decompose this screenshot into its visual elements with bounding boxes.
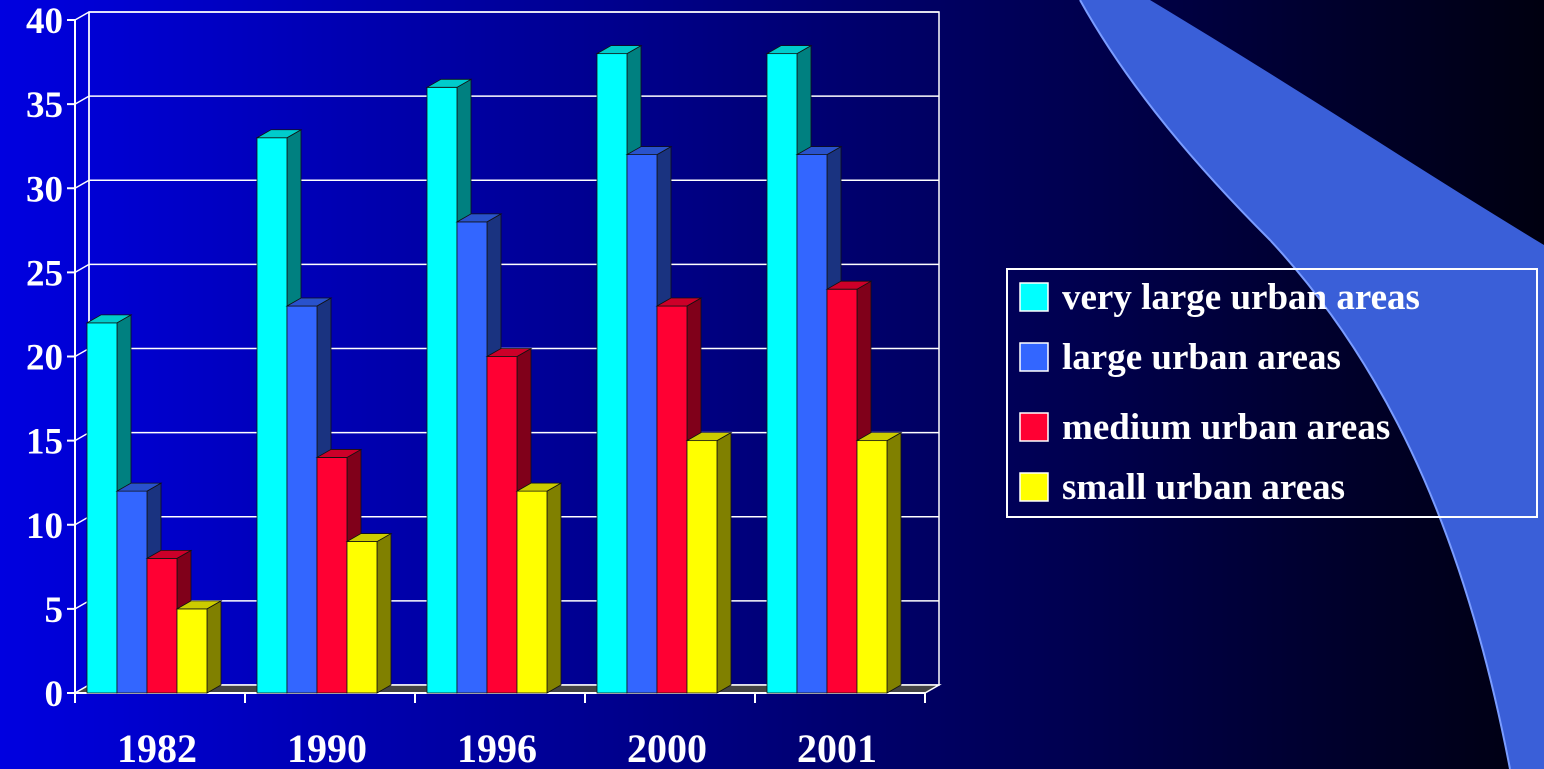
bar-front-face	[286, 305, 318, 694]
bar-front-face	[426, 86, 458, 694]
side-wall-gridline	[74, 263, 90, 274]
decorative-swoosh	[1080, 0, 1544, 769]
legend-label-small: small urban areas	[1062, 467, 1345, 508]
bar-side-face	[206, 600, 222, 694]
bar-front-face	[796, 154, 828, 694]
bar-front-face	[596, 53, 628, 694]
bar-groups	[85, 44, 903, 694]
bar-front-face	[146, 558, 178, 694]
bar-front-face	[86, 322, 118, 694]
y-tick-label: 40	[26, 1, 63, 42]
legend-swatch-small	[1019, 472, 1049, 502]
y-tick-label: 15	[26, 422, 63, 463]
bar-top-face	[175, 600, 223, 610]
bar-group-1996	[425, 78, 563, 694]
bar-top-face	[795, 146, 843, 156]
y-tick-label: 25	[26, 253, 63, 294]
x-category-label: 2000	[627, 726, 707, 769]
bar-top-face	[655, 297, 703, 307]
bar-front-face	[826, 288, 858, 694]
bar-side-face	[716, 431, 732, 694]
bar-front-face	[626, 154, 658, 694]
bar-top-face	[255, 129, 303, 139]
bar-top-face	[345, 533, 393, 542]
bar-front-face	[686, 440, 718, 694]
bar-front-face	[456, 221, 488, 694]
legend-swatch-medium	[1019, 412, 1049, 442]
y-tick-label: 35	[26, 85, 63, 126]
bar-top-face	[625, 146, 673, 156]
bar-front-face	[316, 457, 348, 694]
y-tick-label: 0	[45, 674, 64, 715]
legend-swatch-large	[1019, 342, 1049, 372]
bar-top-face	[685, 432, 733, 442]
bar-group-2000	[595, 44, 733, 694]
bar-top-face	[765, 45, 813, 55]
bar-front-face	[766, 53, 798, 694]
side-wall-gridline	[74, 11, 90, 21]
bar-top-face	[855, 432, 903, 442]
bar-small-urban-areas-2001	[855, 431, 903, 694]
x-category-label: 1982	[117, 726, 197, 769]
bar-top-face	[115, 482, 163, 492]
bar-top-face	[85, 314, 133, 324]
bar-front-face	[116, 490, 148, 694]
bar-group-1990	[255, 129, 393, 694]
bar-small-urban-areas-1982	[175, 600, 223, 694]
bar-small-urban-areas-1990	[345, 532, 393, 694]
bar-front-face	[516, 490, 548, 694]
x-category-label: 1996	[457, 726, 537, 769]
legend-swatch-very-large	[1019, 282, 1049, 312]
y-tick-label: 5	[45, 590, 64, 631]
y-tick-label: 10	[26, 506, 63, 547]
bar-front-face	[856, 440, 888, 694]
legend-box	[1006, 268, 1538, 518]
bar-front-face	[486, 356, 518, 694]
bar-front-face	[346, 541, 378, 694]
bar-small-urban-areas-1996	[515, 482, 563, 694]
bar-top-face	[425, 78, 473, 88]
bar-top-face	[485, 348, 533, 357]
legend-label-large: large urban areas	[1062, 337, 1341, 378]
legend-label-very-large: very large urban areas	[1062, 277, 1420, 318]
y-tick-label: 20	[26, 338, 63, 379]
bar-side-face	[376, 532, 392, 694]
bar-group-2001	[765, 44, 903, 694]
legend-label-medium: medium urban areas	[1062, 407, 1390, 448]
legend: very large urban areas large urban areas…	[1006, 268, 1538, 518]
decorative-swoosh-edge	[1079, 0, 1511, 769]
bar-small-urban-areas-2000	[685, 431, 733, 694]
x-axis-category-labels: 1982 1990 1996 2000 2001	[117, 726, 877, 769]
bar-top-face	[515, 482, 563, 492]
bar-top-face	[595, 45, 643, 55]
x-category-label: 2001	[797, 726, 877, 769]
y-tick-label: 30	[26, 169, 63, 210]
bar-side-face	[546, 482, 562, 694]
bar-top-face	[285, 297, 333, 307]
x-category-label: 1990	[287, 726, 367, 769]
bar-front-face	[176, 608, 208, 694]
bar-very-large-urban-areas-1982	[85, 314, 133, 694]
side-wall-gridline	[74, 179, 90, 189]
bar-group-1982	[85, 314, 223, 694]
bar-front-face	[256, 137, 288, 694]
bar-top-face	[825, 280, 873, 290]
bar-top-face	[145, 550, 193, 559]
bar-side-face	[886, 431, 902, 694]
bar-top-face	[315, 449, 363, 458]
bar-top-face	[455, 213, 503, 223]
bar-front-face	[656, 305, 688, 694]
y-axis-tick-labels: 0 5 10 15 20 25 30 35 40	[26, 1, 63, 715]
side-wall-gridline	[74, 95, 90, 105]
